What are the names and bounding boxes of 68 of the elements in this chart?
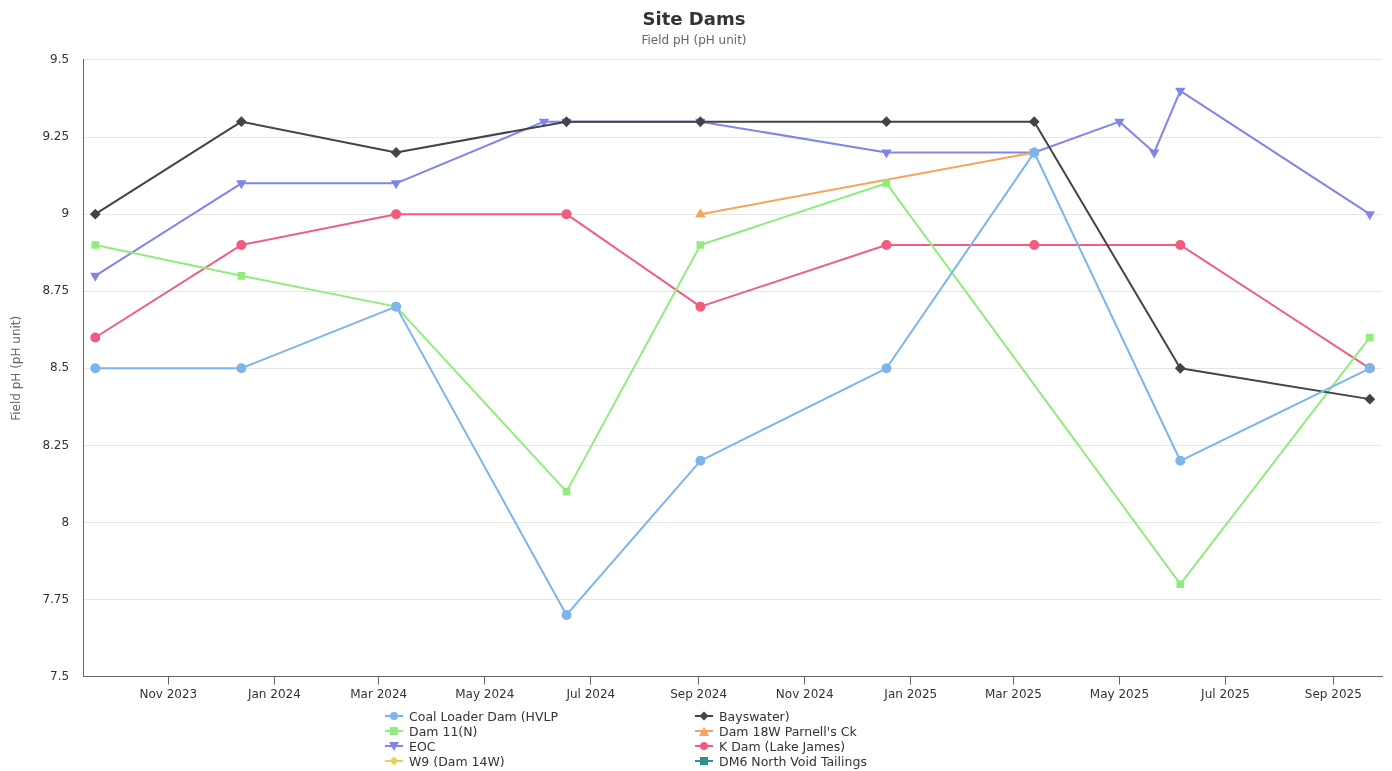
- y-tick-label: 8.5: [50, 360, 70, 375]
- x-tick-label: Mar 2025: [984, 686, 1042, 701]
- legend-label: W9 (Dam 14W): [409, 753, 505, 769]
- x-tick-label: Sep 2024: [670, 686, 728, 701]
- point: [391, 209, 402, 220]
- x-tick-label: Mar 2024: [350, 686, 408, 701]
- x-tick-label: Jul 2025: [1200, 686, 1250, 701]
- point: [881, 363, 892, 374]
- x-tick-label: Jul 2024: [565, 686, 616, 701]
- point: [882, 179, 891, 188]
- legend-label: Dam 11(N): [409, 723, 478, 739]
- y-tick-label: 7.5: [50, 668, 70, 683]
- chart-subtitle: Field pH (pH unit): [641, 32, 747, 47]
- y-tick-label: 9.25: [42, 129, 70, 144]
- legend-label: Dam 18W Parnell's Ck: [719, 723, 857, 739]
- point: [881, 116, 892, 127]
- x-tick-label: Sep 2025: [1304, 686, 1362, 701]
- point: [391, 147, 402, 158]
- y-tick-label: 8.25: [42, 437, 70, 452]
- point: [236, 116, 247, 127]
- legend-label: DM6 North Void Tailings: [719, 753, 867, 769]
- point: [1029, 239, 1040, 250]
- x-tick-label: Nov 2024: [775, 686, 834, 701]
- point: [1175, 363, 1186, 374]
- point: [1364, 394, 1375, 405]
- point: [1175, 455, 1186, 466]
- point: [90, 272, 100, 281]
- y-tick-label: 9: [61, 206, 70, 221]
- point: [561, 209, 572, 220]
- y-axis-title: Field pH (pH unit): [9, 315, 24, 421]
- point: [695, 455, 706, 466]
- point: [90, 363, 101, 374]
- point: [1029, 116, 1040, 127]
- point: [561, 609, 572, 620]
- point: [695, 301, 706, 312]
- chart-title: Site Dams: [642, 8, 746, 30]
- y-tick-label: 7.75: [42, 591, 70, 606]
- point: [90, 209, 101, 220]
- legend-label: EOC: [409, 738, 436, 754]
- legend-label: K Dam (Lake James): [719, 738, 846, 754]
- x-tick-label: May 2024: [455, 686, 515, 701]
- y-tick-label: 8: [61, 514, 70, 529]
- point: [539, 118, 549, 127]
- x-tick-label: Jan 2025: [883, 686, 938, 701]
- y-tick-label: 8.75: [42, 283, 70, 298]
- point: [236, 180, 246, 189]
- point: [1176, 580, 1185, 588]
- x-tick-label: Nov 2023: [139, 686, 198, 701]
- point: [236, 363, 247, 374]
- y-tick-label: 9.5: [50, 52, 70, 67]
- point: [90, 332, 101, 343]
- point: [91, 241, 100, 249]
- point: [237, 271, 246, 280]
- point: [1149, 149, 1159, 158]
- point: [391, 180, 401, 189]
- point: [1175, 239, 1186, 250]
- point: [881, 239, 892, 250]
- point: [1365, 211, 1375, 220]
- x-tick-label: Jan 2024: [246, 686, 301, 701]
- legend-label: Coal Loader Dam (HVLP: [409, 708, 559, 724]
- point: [881, 149, 891, 158]
- legend-label: Bayswater): [719, 708, 790, 724]
- point: [1366, 333, 1374, 342]
- point: [696, 241, 705, 249]
- point: [1175, 87, 1185, 96]
- point: [1114, 118, 1124, 127]
- point: [236, 239, 247, 250]
- x-tick-label: May 2025: [1089, 686, 1150, 701]
